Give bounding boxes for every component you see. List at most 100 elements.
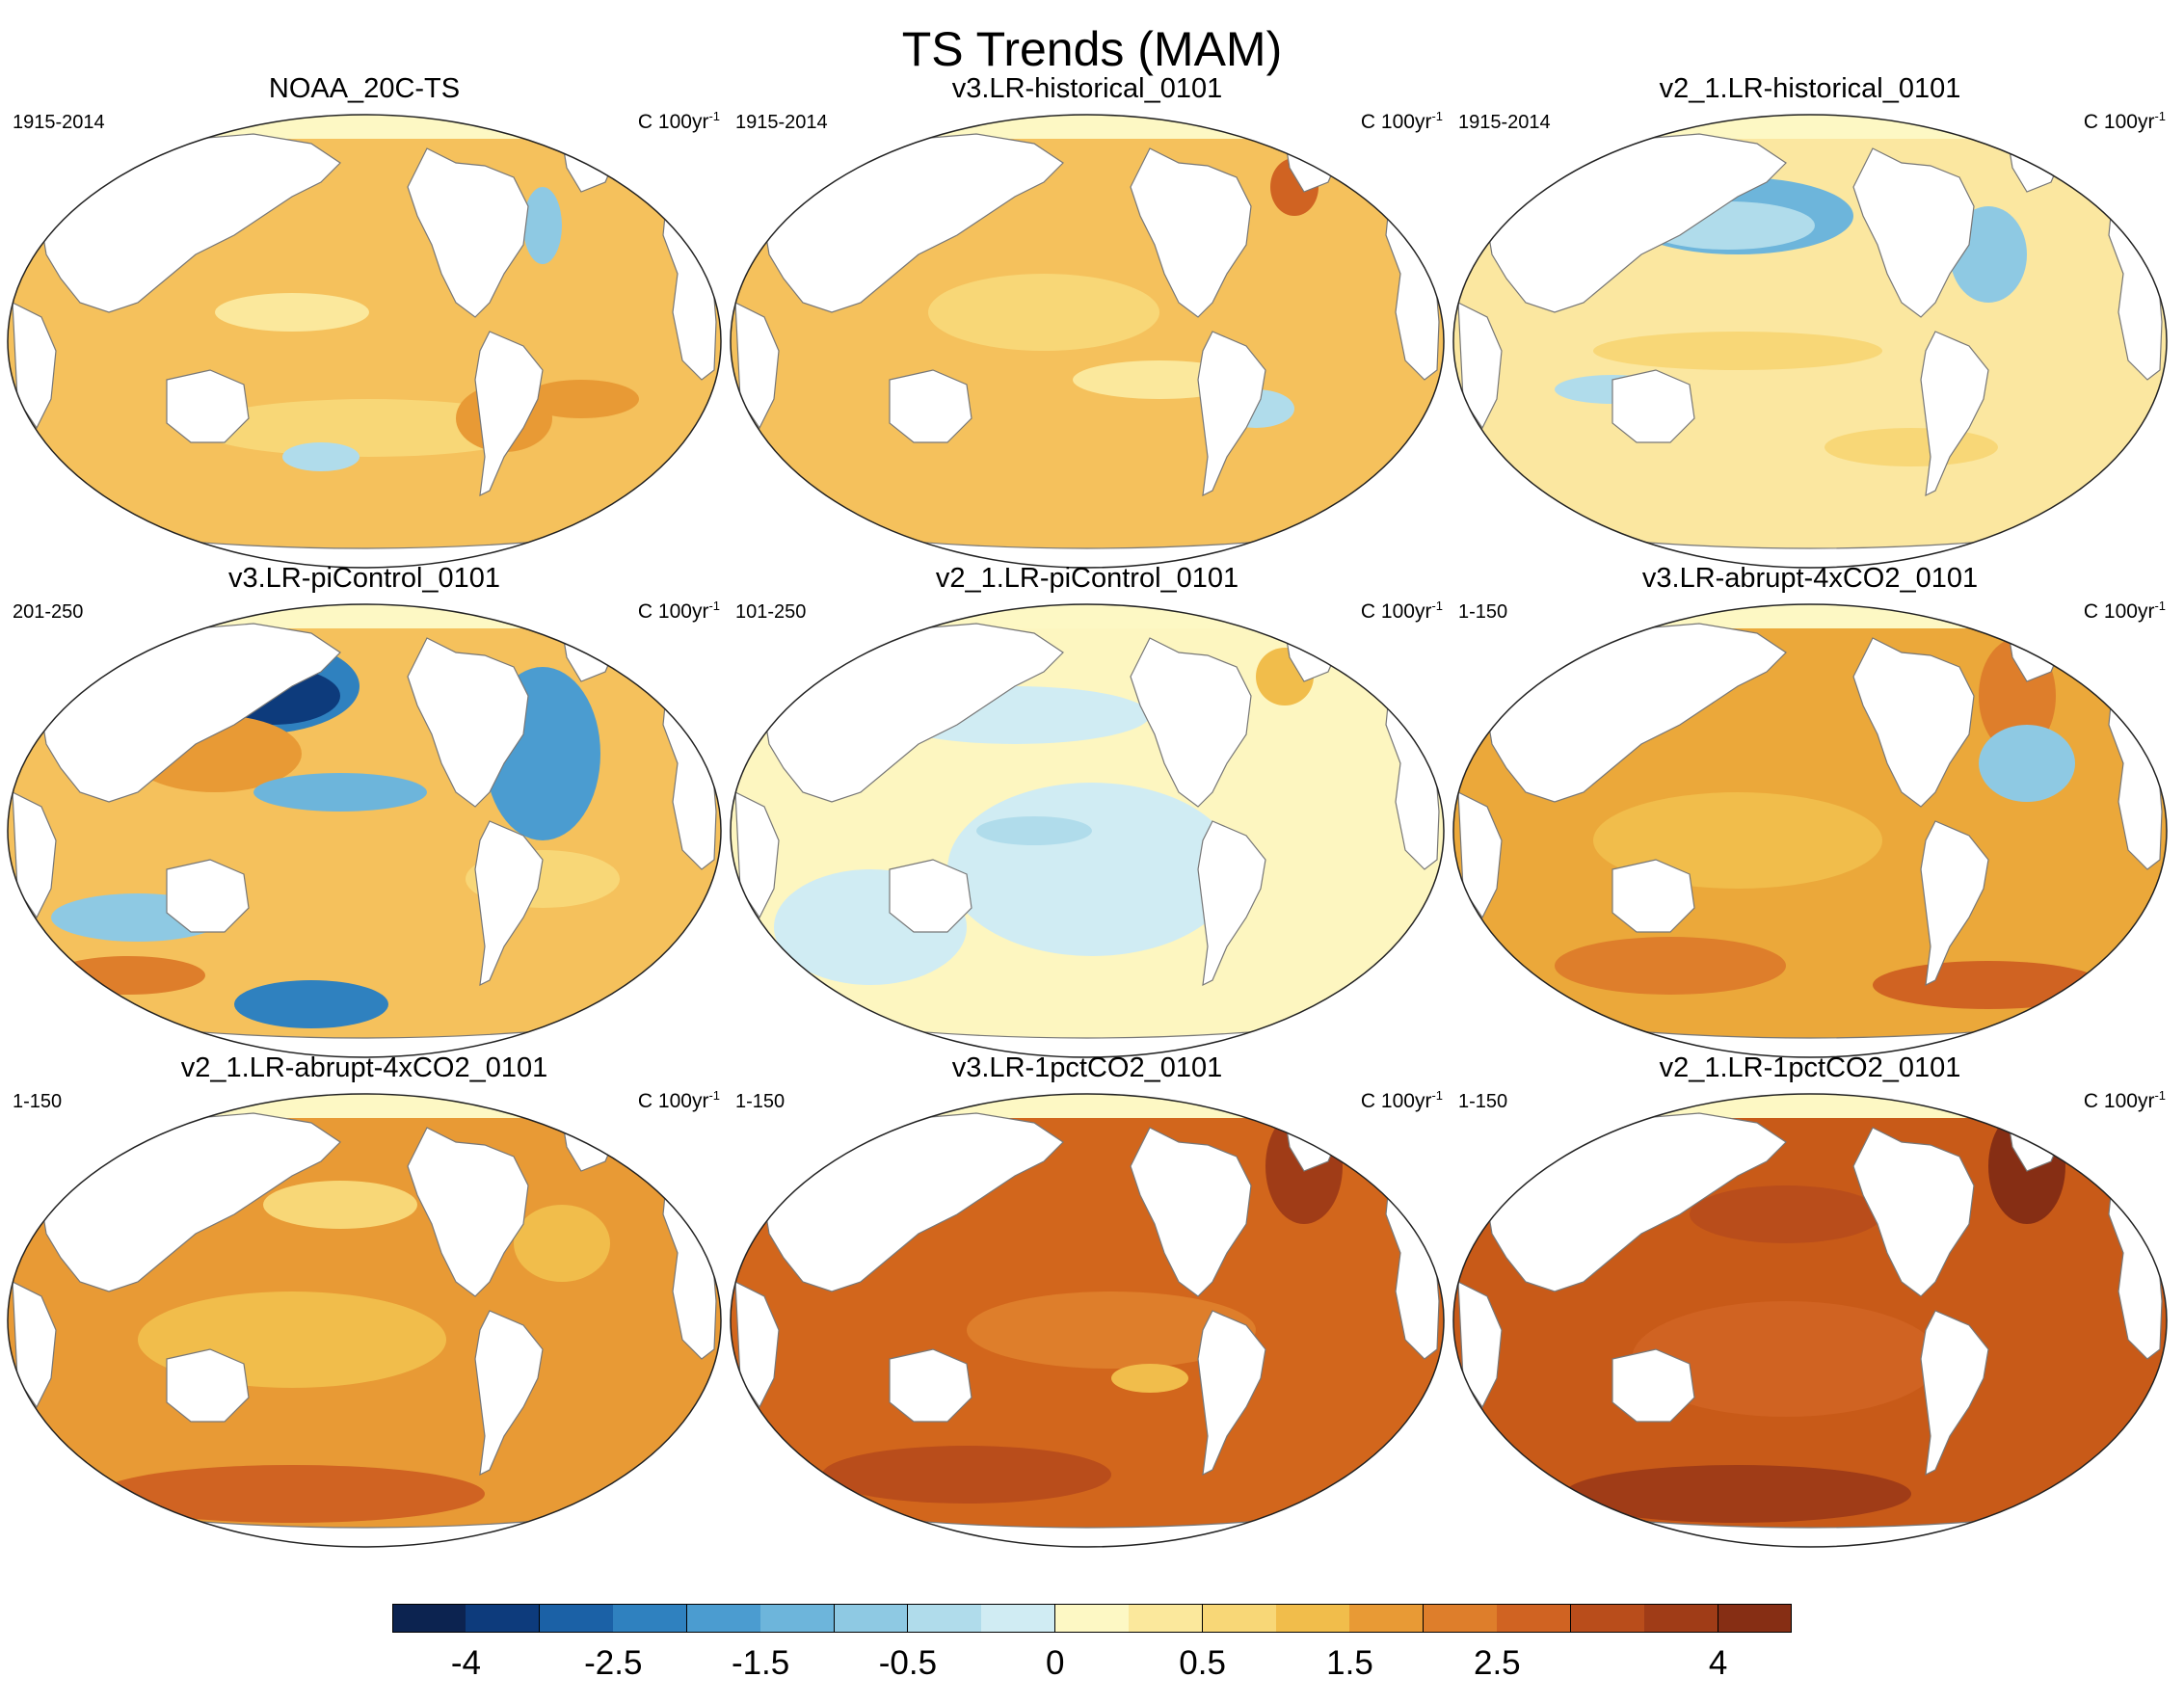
panel-units-text: C 100yr — [637, 111, 709, 133]
land-mass — [1611, 859, 1695, 933]
panel-units-exponent: -1 — [2154, 109, 2166, 123]
colorbar-swatch — [466, 1604, 541, 1633]
anomaly-region — [1593, 332, 1882, 370]
land-mass — [1852, 147, 1975, 318]
land-mass — [1197, 331, 1266, 497]
colorbar-swatch — [760, 1604, 835, 1633]
map-panel: v2_1.LR-abrupt-4xCO2_0101 1-150 C 100yr-1 — [3, 1052, 726, 1554]
colorbar-swatch — [1054, 1604, 1130, 1633]
colorbar-swatch — [613, 1604, 688, 1633]
map-projection — [7, 114, 722, 569]
colorbar-swatch — [834, 1604, 909, 1633]
panel-title: v2_1.LR-piControl_0101 — [935, 563, 1239, 594]
land-mass — [1852, 637, 1975, 808]
land-mass — [1197, 1310, 1266, 1477]
map-panel: v2_1.LR-1pctCO2_0101 1-150 C 100yr-1 — [1449, 1052, 2171, 1554]
map-border — [1452, 603, 2168, 1058]
colorbar — [392, 1604, 1793, 1637]
anomaly-region — [976, 816, 1092, 845]
land-mass — [166, 859, 250, 933]
colorbar-swatch — [1129, 1604, 1204, 1633]
panel-units: C 100yr-1 — [638, 599, 720, 624]
colorbar-tick-label: -4 — [450, 1644, 481, 1682]
land-mass — [889, 1348, 972, 1423]
map-panel: v3.LR-abrupt-4xCO2_0101 1-150 C 100yr-1 — [1449, 563, 2171, 1064]
map-border — [7, 603, 722, 1058]
anomaly-region — [282, 442, 360, 471]
panel-units-exponent: -1 — [1431, 1088, 1443, 1103]
colorbar-swatch — [1202, 1604, 1277, 1633]
colorbar-tick-label: 4 — [1708, 1644, 1728, 1682]
land-mass — [407, 147, 529, 318]
land-mass — [1130, 147, 1252, 318]
panel-units-exponent: -1 — [1431, 599, 1443, 613]
land-mass — [1197, 820, 1266, 987]
land-mass — [1130, 1127, 1252, 1297]
anomaly-region — [263, 1181, 417, 1229]
land-mass — [1130, 637, 1252, 808]
land-mass — [166, 369, 250, 443]
panel-title: v2_1.LR-abrupt-4xCO2_0101 — [180, 1052, 548, 1083]
map-panel: v2_1.LR-piControl_0101 101-250 C 100yr-1 — [726, 563, 1449, 1064]
panel-units-exponent: -1 — [2154, 599, 2166, 613]
panel-units-text: C 100yr — [1360, 600, 1432, 623]
anomaly-region — [1824, 428, 1998, 466]
land-mass — [1852, 1127, 1975, 1297]
figure-title: TS Trends (MAM) — [901, 22, 1283, 76]
anomaly-region — [196, 399, 543, 457]
panel-units: C 100yr-1 — [2084, 599, 2166, 624]
anomaly-region — [1873, 961, 2104, 1009]
land-mass — [1920, 1310, 1989, 1477]
ocean-field — [8, 115, 721, 568]
panel-units-text: C 100yr — [637, 600, 709, 623]
map-border — [1452, 1093, 2168, 1548]
colorbar-tick-label: 0.5 — [1179, 1644, 1226, 1682]
colorbar-swatch — [686, 1604, 761, 1633]
land-mass — [407, 1127, 529, 1297]
land-mass — [474, 1310, 544, 1477]
panel-period: 1-150 — [13, 1091, 63, 1112]
land-mass — [407, 637, 529, 808]
anomaly-region — [523, 380, 639, 418]
panel-period: 201-250 — [13, 601, 84, 623]
panel-units-exponent: -1 — [708, 109, 720, 123]
anomaly-region — [1632, 1301, 1940, 1417]
colorbar-swatch — [1349, 1604, 1425, 1633]
map-projection — [730, 114, 1445, 569]
colorbar-tick-label: 1.5 — [1326, 1644, 1373, 1682]
colorbar-swatch — [1570, 1604, 1645, 1633]
anomaly-region — [1111, 1364, 1188, 1393]
anomaly-region — [514, 1205, 610, 1282]
map-border — [1452, 114, 2168, 569]
anomaly-region — [234, 980, 388, 1028]
panel-units: C 100yr-1 — [2084, 1088, 2166, 1113]
panel-units: C 100yr-1 — [1361, 109, 1443, 134]
map-border — [730, 603, 1445, 1058]
colorbar-swatch — [1276, 1604, 1350, 1633]
map-panel: NOAA_20C-TS 1915-2014 C 100yr-1 — [3, 73, 726, 574]
panel-units-exponent: -1 — [708, 599, 720, 613]
land-mass — [889, 369, 972, 443]
anomaly-region — [1564, 1465, 1911, 1523]
colorbar-swatch — [392, 1604, 466, 1633]
panel-period: 1915-2014 — [735, 112, 828, 133]
map-projection — [1452, 603, 2168, 1058]
colorbar-tick-label: -2.5 — [584, 1644, 643, 1682]
land-mass — [1920, 331, 1989, 497]
map-projection — [7, 603, 722, 1058]
panel-units: C 100yr-1 — [638, 1088, 720, 1113]
map-projection — [730, 603, 1445, 1058]
anomaly-region — [1690, 1185, 1882, 1243]
colorbar-swatch — [1423, 1604, 1498, 1633]
panel-title: v3.LR-piControl_0101 — [227, 563, 501, 594]
panel-units-text: C 100yr — [1360, 1090, 1432, 1112]
panel-period: 1-150 — [1458, 601, 1508, 623]
land-mass — [474, 820, 544, 987]
map-panel: v3.LR-piControl_0101 201-250 C 100yr-1 — [3, 563, 726, 1064]
anomaly-region — [967, 1291, 1256, 1369]
panel-title: v3.LR-abrupt-4xCO2_0101 — [1641, 563, 1979, 594]
anomaly-region — [1555, 937, 1786, 995]
panel-units-text: C 100yr — [637, 1090, 709, 1112]
colorbar-swatch — [1644, 1604, 1719, 1633]
panel-units: C 100yr-1 — [638, 109, 720, 134]
